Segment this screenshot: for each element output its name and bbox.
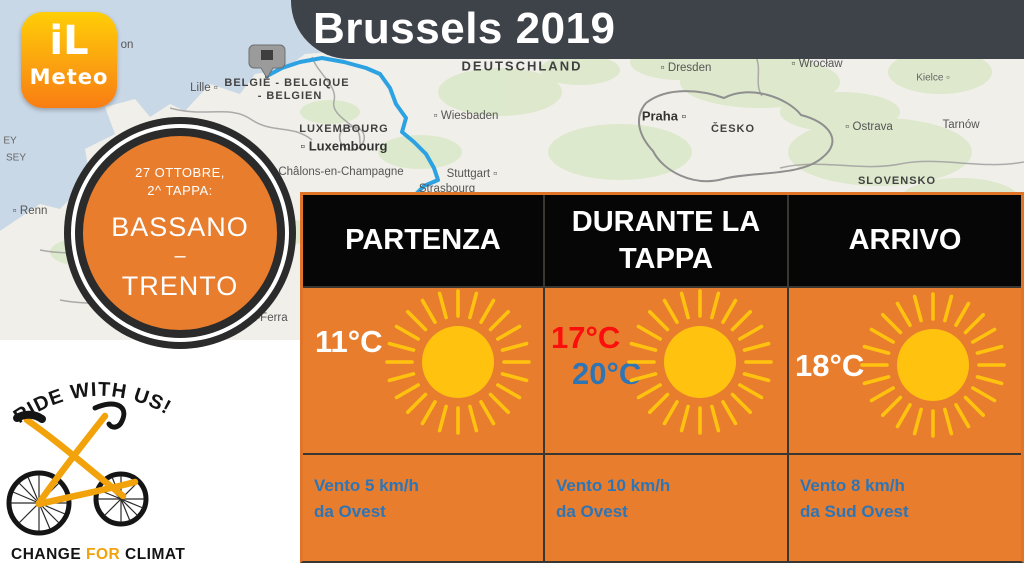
ilmeteo-logo-il: iL: [49, 18, 89, 64]
map-label: Châlons-en-Champagne: [278, 166, 404, 178]
czech-border: [637, 90, 834, 183]
stage-badge: 27 OTTOBRE, 2^ TAPPA: BASSANO – TRENTO: [75, 128, 285, 338]
cell-durante-wind: Vento 10 km/h da Ovest: [545, 455, 787, 561]
sun-icon: [860, 292, 1006, 438]
header-arrivo: ARRIVO: [789, 195, 1021, 286]
map-label: ont-Ferra: [240, 312, 288, 324]
map-label: SLOVENSKO: [857, 175, 937, 187]
map-label: SEY: [5, 152, 27, 164]
sun-icon: [627, 289, 773, 435]
map-label: LUXEMBOURG: [299, 123, 389, 135]
change-for-climate-text: CHANGE FOR CLIMATE: [11, 546, 185, 563]
map-label: Stuttgart ▫: [446, 168, 498, 180]
wind-speed: Vento 8 km/h: [800, 476, 905, 495]
wind-direction: da Ovest: [556, 502, 628, 521]
map-label: ▫ Ostrava: [845, 121, 893, 133]
temp-arrivo: 18°C: [795, 348, 865, 383]
wind-speed: Vento 5 km/h: [314, 476, 419, 495]
cell-arrivo-wind: Vento 8 km/h da Sud Ovest: [789, 455, 1021, 561]
sea-shape: [0, 0, 585, 231]
map-pin-icon: [248, 44, 286, 79]
badge-dash: –: [174, 244, 186, 267]
cell-durante-weather: 17°C 20°C: [545, 288, 787, 453]
map-label: EY: [3, 135, 17, 147]
map-label: ČESKO: [710, 123, 756, 135]
wind-direction: da Ovest: [314, 502, 386, 521]
map-label: BELGIË - BELGIQUE: [224, 77, 350, 89]
badge-city-from: BASSANO: [111, 211, 249, 242]
title-bar: Brussels 2019: [291, 0, 1024, 59]
badge-stage: 2^ TAPPA:: [147, 182, 213, 198]
map-label: - BELGIEN: [257, 90, 323, 102]
map-label: ▫ Renn: [12, 205, 48, 217]
cell-partenza-weather: 11°C: [303, 288, 543, 453]
route-line: [265, 56, 440, 196]
map-label: DEUTSCHLAND: [461, 58, 583, 74]
temp-partenza: 11°C: [315, 324, 383, 359]
temp-durante-max: 17°C: [551, 320, 621, 355]
map-label: ▫ Dresden: [660, 62, 712, 74]
sun-icon: [385, 289, 531, 435]
badge-city-to: TRENTO: [121, 270, 239, 301]
map-label: ▫ Wiesbaden: [433, 110, 499, 122]
bicycle-icon: [6, 401, 149, 536]
ride-arc-text: RIDE WITH US!: [10, 379, 175, 428]
page-title: Brussels 2019: [313, 4, 616, 53]
wind-direction: da Sud Ovest: [800, 502, 909, 521]
ride-with-us-logo: RIDE WITH US!: [6, 379, 185, 563]
map-label: Praha ▫: [641, 108, 687, 124]
map-label: Kielce ▫: [916, 72, 950, 84]
badge-date: 27 OTTOBRE,: [135, 164, 225, 180]
weather-table: PARTENZA DURANTE LA TAPPA ARRIVO 11°C 17…: [300, 192, 1024, 563]
cell-partenza-wind: Vento 5 km/h da Ovest: [303, 455, 543, 561]
map-label: Lille ▫: [190, 82, 218, 94]
map-label: ▫ Wrocław: [791, 58, 843, 70]
map-label: ▫ Luxembourg: [300, 138, 388, 154]
header-durante: DURANTE LA TAPPA: [545, 195, 787, 286]
wind-speed: Vento 10 km/h: [556, 476, 671, 495]
ilmeteo-logo-meteo: Meteo: [29, 65, 109, 89]
ilmeteo-logo: iL Meteo: [21, 12, 117, 108]
header-partenza: PARTENZA: [303, 195, 543, 286]
map-label: on: [120, 39, 134, 51]
map-label: Tarnów: [942, 119, 980, 131]
cell-arrivo-weather: 18°C: [789, 288, 1021, 453]
